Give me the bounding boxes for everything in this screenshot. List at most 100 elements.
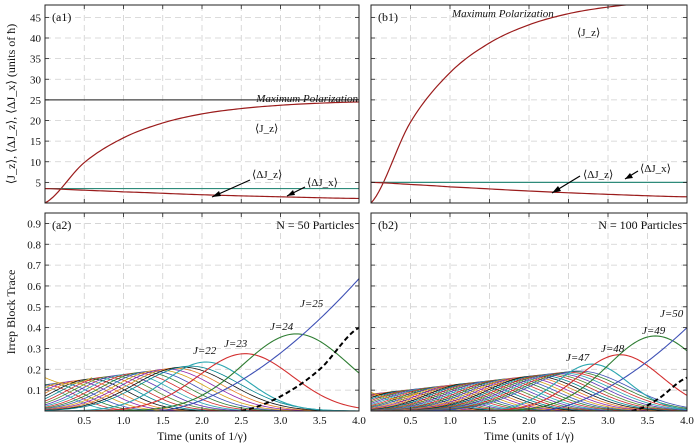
dashed-curve-a2 [241,326,359,411]
ytick-label-a1-1: 10 [30,157,42,169]
ytick-label-a1-2: 15 [30,136,42,148]
xtick-label-b2-1: 1.0 [443,415,457,427]
j50-label: J=50 [660,308,684,320]
labeled-curve-b2-47 [371,363,687,411]
ytick-label-a1-7: 40 [30,33,42,45]
ytick-label-a1-8: 45 [30,12,42,24]
xtick-label-b2-6: 3.5 [641,415,655,427]
dashed-curve-b2 [631,376,687,411]
xtick-label-a2-3: 2.0 [195,415,209,427]
djz-label-b1: ⟨ΔJ_z⟩ [583,169,613,181]
annotations-a1: Maximum Polarization ⟨J_z⟩ ⟨ΔJ_z⟩ ⟨ΔJ_x⟩ [211,93,358,198]
j22-label: J=22 [193,345,217,357]
ticks-a1: 5 10 15 20 25 30 35 40 45 [30,5,360,203]
ticks-b1 [371,5,688,203]
family-curve-a2-11 [45,374,359,411]
xtick-label-b2-3: 2.0 [522,415,536,427]
panel-label-b2: (b2) [378,218,398,232]
envelope-curve-a2 [45,377,93,385]
series-b1-0 [371,5,632,203]
jz-label-b1: ⟨J_z⟩ [577,27,600,39]
labeled-curve-a2-25 [45,278,359,411]
djx-label-b1: ⟨ΔJ_x⟩ [640,163,671,175]
xtick-label-a2-4: 2.5 [234,415,248,427]
family-curve-a2-3 [45,382,359,411]
xtick-label-a2-2: 1.5 [156,415,170,427]
ytick-label-a2-4: 0.5 [27,302,41,314]
title-b2: N = 100 Particles [598,218,682,232]
title-a2: N = 50 Particles [276,218,354,232]
labeled-curve-b2-48 [371,354,687,411]
envelope-curve-b2 [371,391,419,399]
family-curve-a2-19 [45,366,359,411]
ytick-label-a1-0: 5 [36,177,42,189]
family-curve-a2-12 [45,373,359,411]
grid-b2 [371,213,688,411]
family-curve-a2-18 [45,367,359,411]
family-curve-a2-1 [45,384,359,411]
j48-label: J=48 [601,343,625,355]
ytick-label-a2-8: 0.9 [27,218,41,230]
labeled-curve-b2-50 [371,327,687,411]
jz-label-a1: ⟨J_z⟩ [255,123,278,135]
panel-label-a1: (a1) [52,10,71,24]
family-curve-b2-18 [371,383,687,411]
xtick-label-a2-0: 0.5 [77,415,91,427]
panel-a2: 0.5 1.0 1.5 2.0 2.5 3.0 3.5 4.0 0.1 0.2 0.3 0.4 0.5 0… [27,212,366,427]
labeled-curve-a2-22 [45,361,359,411]
x-axis-label-left: Time (units of 1/γ) [157,429,247,443]
xtick-label-b2-0: 0.5 [404,415,418,427]
ytick-label-a2-2: 0.3 [27,343,41,355]
xtick-label-b2-2: 1.5 [483,415,497,427]
series-b1-2 [371,181,687,198]
family-curve-b2-4 [371,392,687,411]
arrowhead-djx-a1 [287,190,295,196]
grid-a2 [45,213,360,411]
plot-area-b1 [371,5,687,203]
annotations-b1: Maximum Polarization ⟨J_z⟩ ⟨ΔJ_z⟩ ⟨ΔJ_x⟩ [451,8,671,194]
y-axis-label-bottom: Irrep Block Trace [4,270,18,355]
family-curve-a2-2 [45,383,359,411]
arrowhead-djz-a1 [212,191,221,197]
arrowhead-djz-b1 [552,186,561,193]
j-labels-a2: J=22 J=23 J=24 J=25 [193,298,324,357]
ytick-label-a1-6: 35 [30,54,42,66]
ytick-label-a2-1: 0.2 [27,364,41,376]
j23-label: J=23 [224,338,248,350]
ytick-label-a1-4: 25 [30,95,42,107]
x-axis-label-right: Time (units of 1/γ) [484,429,574,443]
ticks-a2: 0.5 1.0 1.5 2.0 2.5 3.0 3.5 4.0 0.1 0.2 0.3 0.4 0.5 0… [27,213,366,427]
j-labels-b2: J=47 J=48 J=49 J=50 [566,308,684,364]
xtick-label-b2-5: 3.0 [601,415,615,427]
xtick-label-a2-7: 4.0 [352,415,366,427]
ytick-label-a2-0: 0.1 [27,385,41,397]
xtick-label-a2-5: 3.0 [274,415,288,427]
panel-label-b1: (b1) [378,10,398,24]
panel-b1: (b1) [370,4,688,204]
panel-a1: 5 10 15 20 25 30 35 40 45 (a1) [30,4,360,204]
djz-label-a1: ⟨ΔJ_z⟩ [252,169,282,181]
plot-area-a1 [45,99,359,203]
ytick-label-a2-5: 0.6 [27,281,41,293]
series-a1-1 [45,101,359,203]
ytick-label-a2-3: 0.4 [27,323,41,335]
j25-label: J=25 [300,298,324,310]
j49-label: J=49 [642,325,666,337]
y-axis-label-top: ⟨J_z⟩, ⟨ΔJ_z⟩, ⟨ΔJ_x⟩ (units of ħ) [4,24,18,185]
xtick-label-b2-4: 2.5 [562,415,576,427]
j24-label: J=24 [270,321,294,333]
ytick-label-a2-7: 0.8 [27,239,41,251]
xtick-label-a2-1: 1.0 [117,415,131,427]
xtick-label-a2-6: 3.5 [313,415,327,427]
xtick-label-b2-7: 4.0 [680,415,694,427]
djx-label-a1: ⟨ΔJ_x⟩ [307,177,338,189]
series-a1-3 [45,187,359,200]
ytick-label-a1-5: 30 [30,74,42,86]
ticks-b2: 0.5 1.0 1.5 2.0 2.5 3.0 3.5 4.0 [371,213,694,427]
family-curve-a2-0 [45,386,359,411]
arrowhead-djx-b1 [625,173,633,179]
max-polarization-label-a1: Maximum Polarization [255,93,358,105]
j47-label: J=47 [566,352,590,364]
max-polarization-label-b1: Maximum Polarization [451,8,554,20]
